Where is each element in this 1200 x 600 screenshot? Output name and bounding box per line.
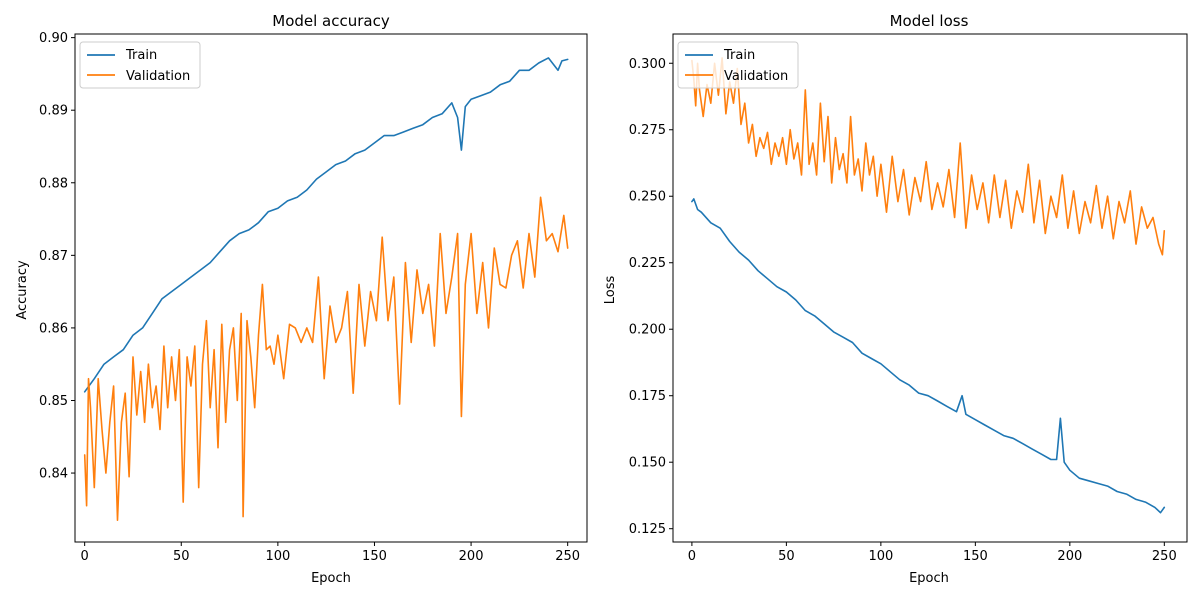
accuracy-series [83, 57, 569, 522]
accuracy-x-tick-label: 0 [81, 549, 89, 564]
accuracy-y-tick-label: 0.90 [39, 31, 68, 46]
accuracy-y-tick-label: 0.87 [39, 249, 68, 264]
loss-legend-validation-label: Validation [724, 69, 788, 84]
loss-y-tick-label: 0.150 [629, 456, 666, 471]
accuracy-y-tick-label: 0.88 [39, 176, 68, 191]
accuracy-train-line [83, 57, 569, 393]
loss-plot-frame [672, 33, 1188, 543]
loss-x-tick-label: 50 [778, 549, 795, 564]
loss-y-tick-label: 0.225 [629, 256, 666, 271]
loss-legend-box [677, 41, 799, 89]
loss-train-line [691, 198, 1166, 514]
loss-y-tick-label: 0.300 [629, 57, 666, 72]
loss-title: Model loss [890, 12, 969, 30]
loss-xlabel: Epoch [909, 571, 949, 586]
loss-x-tick-label: 200 [1057, 549, 1082, 564]
accuracy-x-tick-label: 250 [555, 549, 580, 564]
accuracy-validation-line [83, 196, 569, 522]
loss-x-tick-label: 250 [1152, 549, 1177, 564]
accuracy-ticks: 0 50 100 150 200 250 0.84 0.85 0.86 0.87 0.88 0.89 0… [39, 31, 580, 564]
loss-y-tick-label: 0.125 [629, 522, 666, 537]
loss-legend-train-label: Train [723, 48, 755, 63]
accuracy-panel: Model accuracy Epoch Accuracy 0 50 100 150 2… [15, 12, 588, 586]
accuracy-x-tick-label: 50 [173, 549, 190, 564]
loss-series [691, 57, 1166, 514]
accuracy-x-tick-label: 150 [362, 549, 387, 564]
loss-y-tick-label: 0.175 [629, 389, 666, 404]
loss-ticks: 0 50 100 150 200 250 0.125 0.150 0.175 0.200 0.225… [629, 57, 1177, 564]
loss-x-tick-label: 150 [963, 549, 988, 564]
accuracy-y-tick-label: 0.86 [39, 321, 68, 336]
accuracy-legend: Train Validation [79, 41, 201, 89]
accuracy-x-tick-label: 100 [265, 549, 290, 564]
loss-ylabel: Loss [603, 276, 618, 305]
loss-x-tick-label: 100 [868, 549, 893, 564]
accuracy-legend-validation-label: Validation [126, 69, 190, 84]
accuracy-y-tick-label: 0.84 [39, 467, 68, 482]
accuracy-y-tick-label: 0.89 [39, 104, 68, 119]
loss-validation-line [691, 57, 1166, 256]
loss-panel: Model loss Epoch Loss 0 50 100 150 200 250 0.1… [603, 12, 1188, 586]
loss-x-tick-label: 0 [688, 549, 696, 564]
accuracy-x-tick-label: 200 [459, 549, 484, 564]
loss-y-tick-label: 0.275 [629, 123, 666, 138]
accuracy-legend-train-label: Train [125, 48, 157, 63]
accuracy-y-tick-label: 0.85 [39, 394, 68, 409]
loss-y-tick-label: 0.250 [629, 190, 666, 205]
accuracy-ylabel: Accuracy [15, 260, 30, 320]
accuracy-plot-frame [74, 33, 588, 543]
loss-legend: Train Validation [677, 41, 799, 89]
accuracy-xlabel: Epoch [311, 571, 351, 586]
accuracy-title: Model accuracy [272, 12, 390, 30]
loss-y-tick-label: 0.200 [629, 323, 666, 338]
accuracy-legend-box [79, 41, 201, 89]
